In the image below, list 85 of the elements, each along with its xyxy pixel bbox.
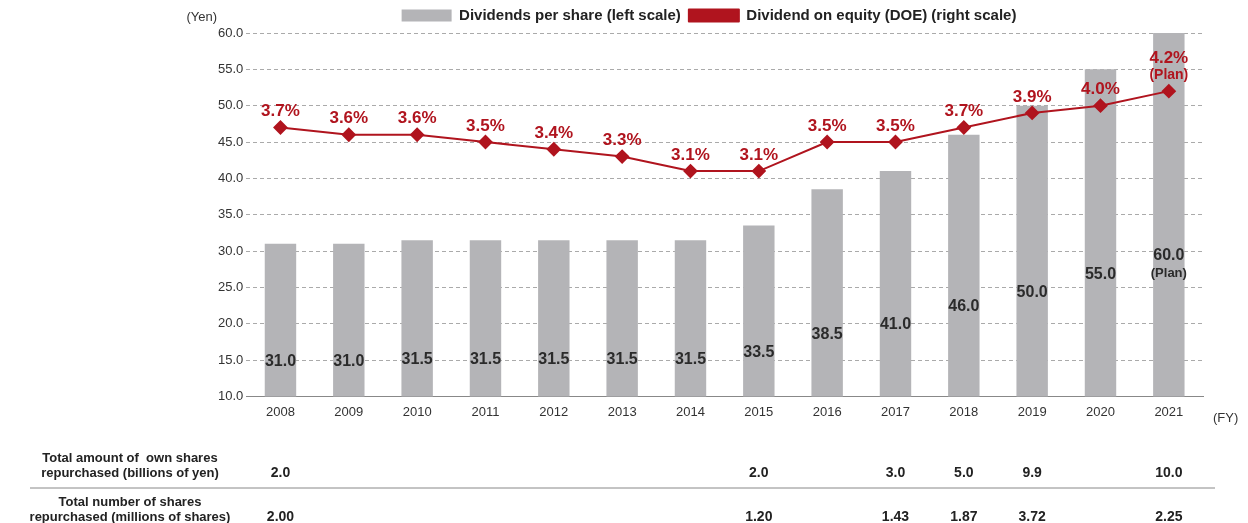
data-label: 31.5 [674,350,707,368]
text: 2.00 [266,507,295,523]
y-tick-label: 10.0 [217,387,244,403]
y-tick-label: 45.0 [217,133,244,149]
point [1161,84,1176,99]
x-tick-label: 2011 [471,403,500,419]
point [273,120,288,135]
point [1093,98,1108,113]
data-label: 31.5 [469,350,502,368]
data-label: 3.6% [329,108,369,128]
y-tick-label: 20.0 [217,315,244,331]
text: 10.0 [1155,463,1183,480]
data-label: 31.0 [333,351,365,369]
data-label: 4.0% [1081,79,1120,99]
text: 2.25 [1155,507,1183,523]
data-label: 3.1% [739,144,779,164]
data-label: 60.0 (Plan) [1150,246,1187,280]
data-label: 31.5 [606,350,638,368]
data-label: 3.5% [466,115,505,135]
point [546,142,561,157]
point [956,120,971,135]
x-axis-title: (FY) [1213,409,1239,425]
text: 9.9 [1022,463,1043,480]
text: 1.43 [881,507,910,523]
x-tick-label: 2010 [402,403,432,419]
data-label: 31.5 [538,350,570,368]
data-label: 3.3% [602,130,642,150]
x-tick-label: 2012 [539,403,569,419]
data-label: 3.9% [1012,86,1052,106]
y-tick-label: 60.0 [217,24,244,40]
point [820,135,835,150]
y-axis-title: (Yen) [186,8,217,24]
y-tick-label: 30.0 [217,242,244,258]
point [410,127,425,142]
x-tick-label: 2018 [949,403,979,419]
text: 1.87 [950,507,978,523]
y-tick-label: 35.0 [217,206,244,222]
text: 1.20 [745,507,773,523]
y-tick-label: 25.0 [217,278,244,294]
data-label: 46.0 [948,297,980,315]
y-tick-label: 55.0 [217,60,244,76]
point [888,135,903,150]
y-tick-label: 50.0 [217,97,244,113]
x-tick-label: 2019 [1017,403,1047,419]
data-label: 31.5 [401,350,433,368]
point [1025,105,1040,120]
x-tick-label: 2009 [334,403,364,419]
text: Total amount of own shares repurchased (billions of yen) [41,449,219,480]
point [341,127,356,142]
x-tick-label: 2014 [676,403,705,419]
data-label: 3.6% [397,108,437,128]
legend-label: Dividends per share (left scale) [459,5,681,23]
x-tick-label: 2020 [1086,403,1115,419]
data-label: 3.4% [534,122,574,142]
text: 3.0 [885,463,906,480]
data-label: 50.0 [1016,282,1048,300]
x-tick-label: 2013 [607,403,637,419]
data-label: 31.0 [264,351,297,369]
data-label: 55.0 [1084,264,1117,282]
y-tick-label: 40.0 [217,169,244,185]
y-tick-label: 15.0 [217,351,244,367]
x-tick-label: 2016 [812,403,842,419]
text: 5.0 [954,463,974,480]
point [683,164,698,179]
point [751,164,766,179]
data-label: 33.5 [743,342,775,360]
data-label: 3.5% [876,115,915,135]
data-label: 3.5% [807,115,847,135]
data-label: 3.7% [944,101,984,121]
x-tick-label: 2008 [266,403,295,419]
data-label: 38.5 [811,324,843,342]
text: 2.0 [749,463,769,480]
data-label: 41.0 [879,315,912,333]
data-label: 3.1% [671,144,710,164]
text: Total number of shares repurchased (millions of shares) [29,493,231,523]
point [478,135,493,150]
text: 3.72 [1018,507,1046,523]
text: 2.0 [270,463,291,480]
data-label: 4.2% (Plan) [1149,47,1189,82]
legend-label: Dividend on equity (DOE) (right scale) [746,5,1017,23]
x-tick-label: 2015 [744,403,774,419]
point [615,149,630,164]
x-tick-label: 2017 [881,403,910,419]
data-label: 3.7% [261,101,300,121]
x-tick-label: 2021 [1154,403,1184,419]
